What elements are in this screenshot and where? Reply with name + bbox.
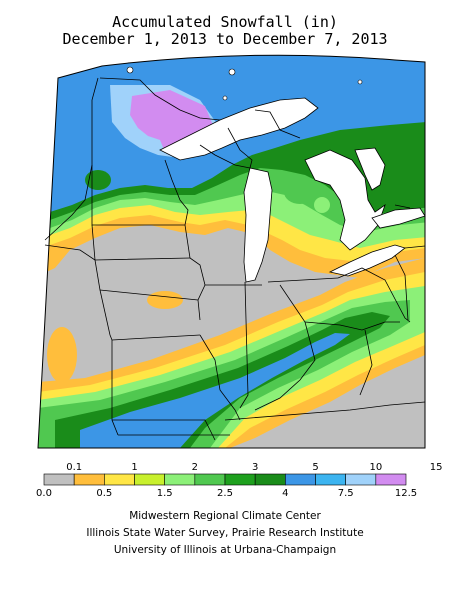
legend-swatch-8 [285, 473, 316, 486]
legend-top-label: 15 [430, 462, 443, 473]
legend-top-label: 0.1 [66, 462, 82, 473]
credit-line-1: Midwestern Regional Climate Center [129, 510, 321, 522]
legend-swatch-0 [43, 473, 75, 486]
state-borders [44, 77, 426, 441]
legend-swatch-3 [134, 473, 165, 486]
south-blue-band [80, 333, 350, 448]
nebraska-orange-patch [47, 327, 77, 383]
legend-bottom-label: 2.5 [217, 488, 233, 499]
lake-huron [304, 149, 386, 251]
legend-bottom-label: 1.5 [157, 488, 173, 499]
lake-superior [159, 97, 319, 161]
legend-swatch-10 [345, 473, 377, 486]
legend-top-label: 2 [192, 462, 198, 473]
legend-bottom-label: 7.5 [338, 488, 354, 499]
legend-bottom-label: 0.0 [36, 488, 52, 499]
legend-swatch-2 [104, 473, 135, 486]
legend-swatch-9 [315, 473, 346, 486]
legend-top-label: 1 [131, 462, 137, 473]
credit-line-3: University of Illinois at Urbana-Champai… [113, 544, 337, 556]
credit-line-2: Illinois State Water Survey, Prairie Res… [86, 527, 364, 539]
legend-bottom-label: 4 [282, 488, 288, 499]
legend-swatch-7 [254, 473, 286, 486]
legend-swatch-4 [164, 473, 196, 486]
legend-top-label: 10 [369, 462, 382, 473]
legend-swatch-5 [194, 473, 226, 486]
legend-swatch-1 [73, 473, 105, 486]
legend-swatch-11 [375, 473, 407, 486]
mi-lightgreen-patch [314, 197, 330, 213]
legend-bottom-label: 12.5 [395, 488, 417, 499]
map-subtitle: December 1, 2013 to December 7, 2013 [62, 30, 388, 48]
lake-islands [126, 66, 363, 101]
map-frame [37, 54, 426, 449]
mi-green-patch [284, 180, 316, 204]
legend-top-label: 5 [312, 462, 318, 473]
legend-swatch-6 [224, 473, 256, 486]
north-blue-region [38, 55, 425, 215]
lake-michigan [243, 167, 273, 283]
legend-top-label: 3 [252, 462, 258, 473]
legend-bottom-label: 0.5 [96, 488, 112, 499]
mn-green-patch [85, 170, 111, 190]
georgian-bay [354, 147, 386, 191]
map-title: Accumulated Snowfall (in) [112, 13, 338, 31]
